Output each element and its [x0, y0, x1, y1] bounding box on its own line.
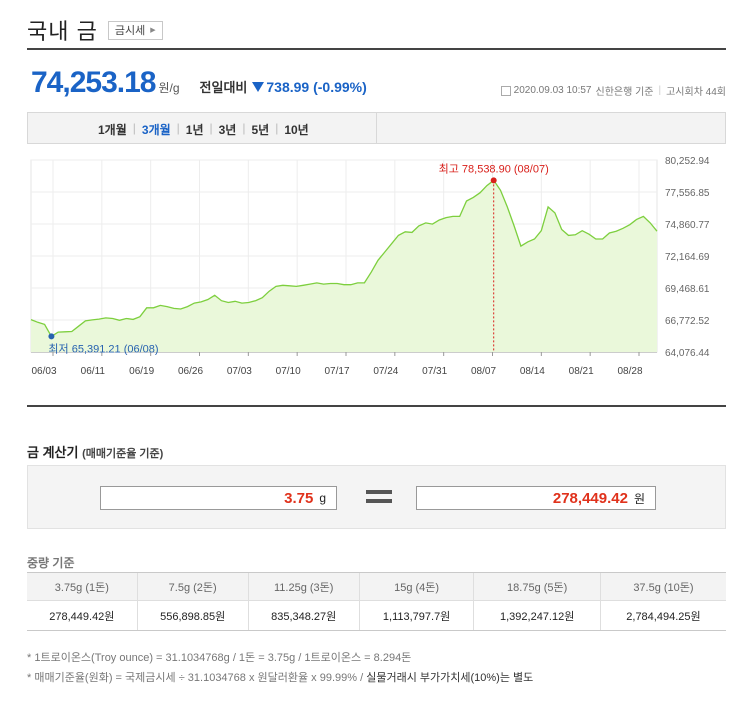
y-tick-label: 69,468.61 — [665, 284, 710, 295]
down-triangle-icon — [252, 82, 265, 92]
weight-table: 3.75g (1돈) 7.5g (2돈) 11.25g (3돈) 15g (4돈) 18… — [27, 572, 726, 631]
weight-table-title: 중량 기준 — [27, 556, 75, 570]
price-unit: 원/g — [158, 81, 180, 95]
current-price: 74,253.18 — [31, 66, 156, 99]
x-tick-label: 08/14 — [520, 366, 545, 377]
equals-icon — [366, 490, 392, 506]
tab-period[interactable]: 1개월 — [98, 123, 127, 137]
weight-column-header: 15g (4돈) — [358, 572, 474, 601]
price-source: 신한은행 기준 — [595, 87, 654, 98]
footnote-2: * 매매기준율(원화) = 국제금시세 ÷ 31.1034768 x 원달러환율… — [27, 668, 533, 688]
y-tick-label: 77,556.85 — [665, 188, 710, 199]
calculator-title: 금 계산기 (매매기준율 기준) — [27, 442, 163, 461]
weight-table-header-row: 3.75g (1돈) 7.5g (2돈) 11.25g (3돈) 15g (4돈) 18… — [27, 572, 726, 601]
price-result-value: 278,449.42 — [552, 489, 628, 507]
x-tick-label: 06/03 — [31, 366, 56, 377]
tab-period[interactable]: 1년 — [185, 123, 204, 137]
series-line — [30, 179, 658, 338]
period-separator: | — [209, 121, 213, 135]
x-tick-label: 08/21 — [569, 366, 594, 377]
x-tick-label: 07/10 — [276, 366, 301, 377]
period-separator: | — [176, 121, 180, 135]
weight-price-cell: 278,449.42원 — [27, 600, 138, 631]
page-title: 국내 금 — [27, 19, 98, 44]
max-label: 최고 78,538.90 (08/07) — [439, 162, 549, 175]
x-tick-label: 06/26 — [178, 366, 203, 377]
weight-column-header: 18.75g (5돈) — [473, 572, 601, 601]
header-divider — [27, 48, 726, 50]
weight-input-value: 3.75 — [284, 489, 314, 507]
y-tick-label: 74,860.77 — [665, 220, 710, 231]
calculator-box: 3.75 g 278,449.42 원 — [27, 465, 726, 529]
period-tabs: 1개월 | 3개월 | 1년 | 3년 | 5년 | 10년 — [98, 121, 309, 138]
price-chart: 80,252.94 77,556.85 74,860.77 72,164.69 69,4… — [30, 156, 710, 377]
tab-period[interactable]: 3개월 — [141, 123, 171, 137]
x-tick-label: 07/31 — [422, 366, 447, 377]
weight-column-header: 37.5g (10돈) — [599, 572, 726, 601]
weight-price-cell: 1,392,247.12원 — [473, 600, 601, 631]
weight-column-header: 7.5g (2돈) — [136, 572, 249, 601]
y-tick-label: 64,076.44 — [665, 348, 710, 359]
footnote-1: * 1트로이온스(Troy ounce) = 31.1034768g / 1돈 … — [27, 652, 412, 664]
x-tick-label: 07/24 — [373, 366, 398, 377]
period-bar-divider — [376, 113, 377, 143]
weight-price-cell: 1,113,797.7원 — [358, 600, 474, 631]
x-tick-label: 07/03 — [227, 366, 252, 377]
gold-price-link-label: 금시세 — [114, 25, 146, 37]
tab-period[interactable]: 10년 — [284, 123, 309, 137]
x-tick-label: 06/11 — [81, 366, 106, 377]
x-tick-label: 07/17 — [324, 366, 349, 377]
change-label: 전일대비 — [199, 80, 248, 95]
footnotes: * 1트로이온스(Troy ounce) = 31.1034768g / 1돈 … — [27, 648, 533, 688]
weight-price-cell: 835,348.27원 — [247, 600, 360, 631]
chevron-right-icon: ▶ — [150, 27, 156, 34]
period-separator: | — [132, 121, 136, 135]
price-result-field[interactable]: 278,449.42 원 — [416, 486, 656, 510]
price-timestamp: 2020.09.03 10:57 — [513, 85, 592, 96]
min-marker — [48, 333, 55, 340]
section-divider — [27, 405, 726, 407]
calculator-subtitle: (매매기준율 기준) — [82, 448, 164, 460]
min-label: 최저 65,391.21 (06/08) — [48, 342, 158, 355]
period-separator: | — [275, 121, 279, 135]
weight-price-cell: 556,898.85원 — [136, 600, 249, 631]
meta-separator: | — [658, 85, 662, 96]
tab-period[interactable]: 5년 — [251, 123, 270, 137]
document-icon — [500, 85, 511, 96]
weight-price-cell: 2,784,494.25원 — [599, 600, 726, 631]
price-summary: 74,253.18 원/g 전일대비 738.99 (-0.99%) — [31, 66, 367, 100]
y-tick-label: 66,772.52 — [665, 316, 710, 327]
y-tick-label: 72,164.69 — [665, 252, 710, 263]
header: 국내 금 금시세 ▶ — [27, 14, 163, 46]
tab-period[interactable]: 3년 — [218, 123, 237, 137]
footnote-2-emphasis: 실물거래시 부가가치세(10%)는 별도 — [366, 672, 534, 684]
period-tabs-bar: 1개월 | 3개월 | 1년 | 3년 | 5년 | 10년 — [27, 112, 726, 144]
price-meta: 2020.09.03 10:57 신한은행 기준 | 고시회차 44회 — [500, 83, 726, 98]
price-round: 고시회차 44회 — [666, 87, 726, 98]
area-fill — [31, 180, 657, 352]
x-tick-label: 06/19 — [129, 366, 154, 377]
change-value-wrap: 738.99 (-0.99%) — [252, 79, 367, 95]
calculator-title-text: 금 계산기 — [27, 445, 79, 460]
weight-column-header: 3.75g (1돈) — [27, 572, 138, 601]
footnote-2-text: * 매매기준율(원화) = 국제금시세 ÷ 31.1034768 x 원달러환율… — [27, 672, 367, 684]
max-marker — [490, 177, 497, 184]
weight-column-header: 11.25g (3돈) — [247, 572, 360, 601]
table-row: 278,449.42원 556,898.85원 835,348.27원 1,113,7… — [27, 600, 726, 631]
y-tick-label: 80,252.94 — [665, 156, 710, 167]
weight-input-unit: g — [319, 491, 326, 505]
period-separator: | — [242, 121, 246, 135]
weight-input[interactable]: 3.75 g — [100, 486, 337, 510]
x-tick-label: 08/28 — [617, 366, 642, 377]
gold-price-link-button[interactable]: 금시세 ▶ — [107, 20, 163, 40]
price-result-unit: 원 — [633, 491, 645, 506]
x-tick-label: 08/07 — [471, 366, 496, 377]
change-value: 738.99 (-0.99%) — [266, 79, 367, 95]
